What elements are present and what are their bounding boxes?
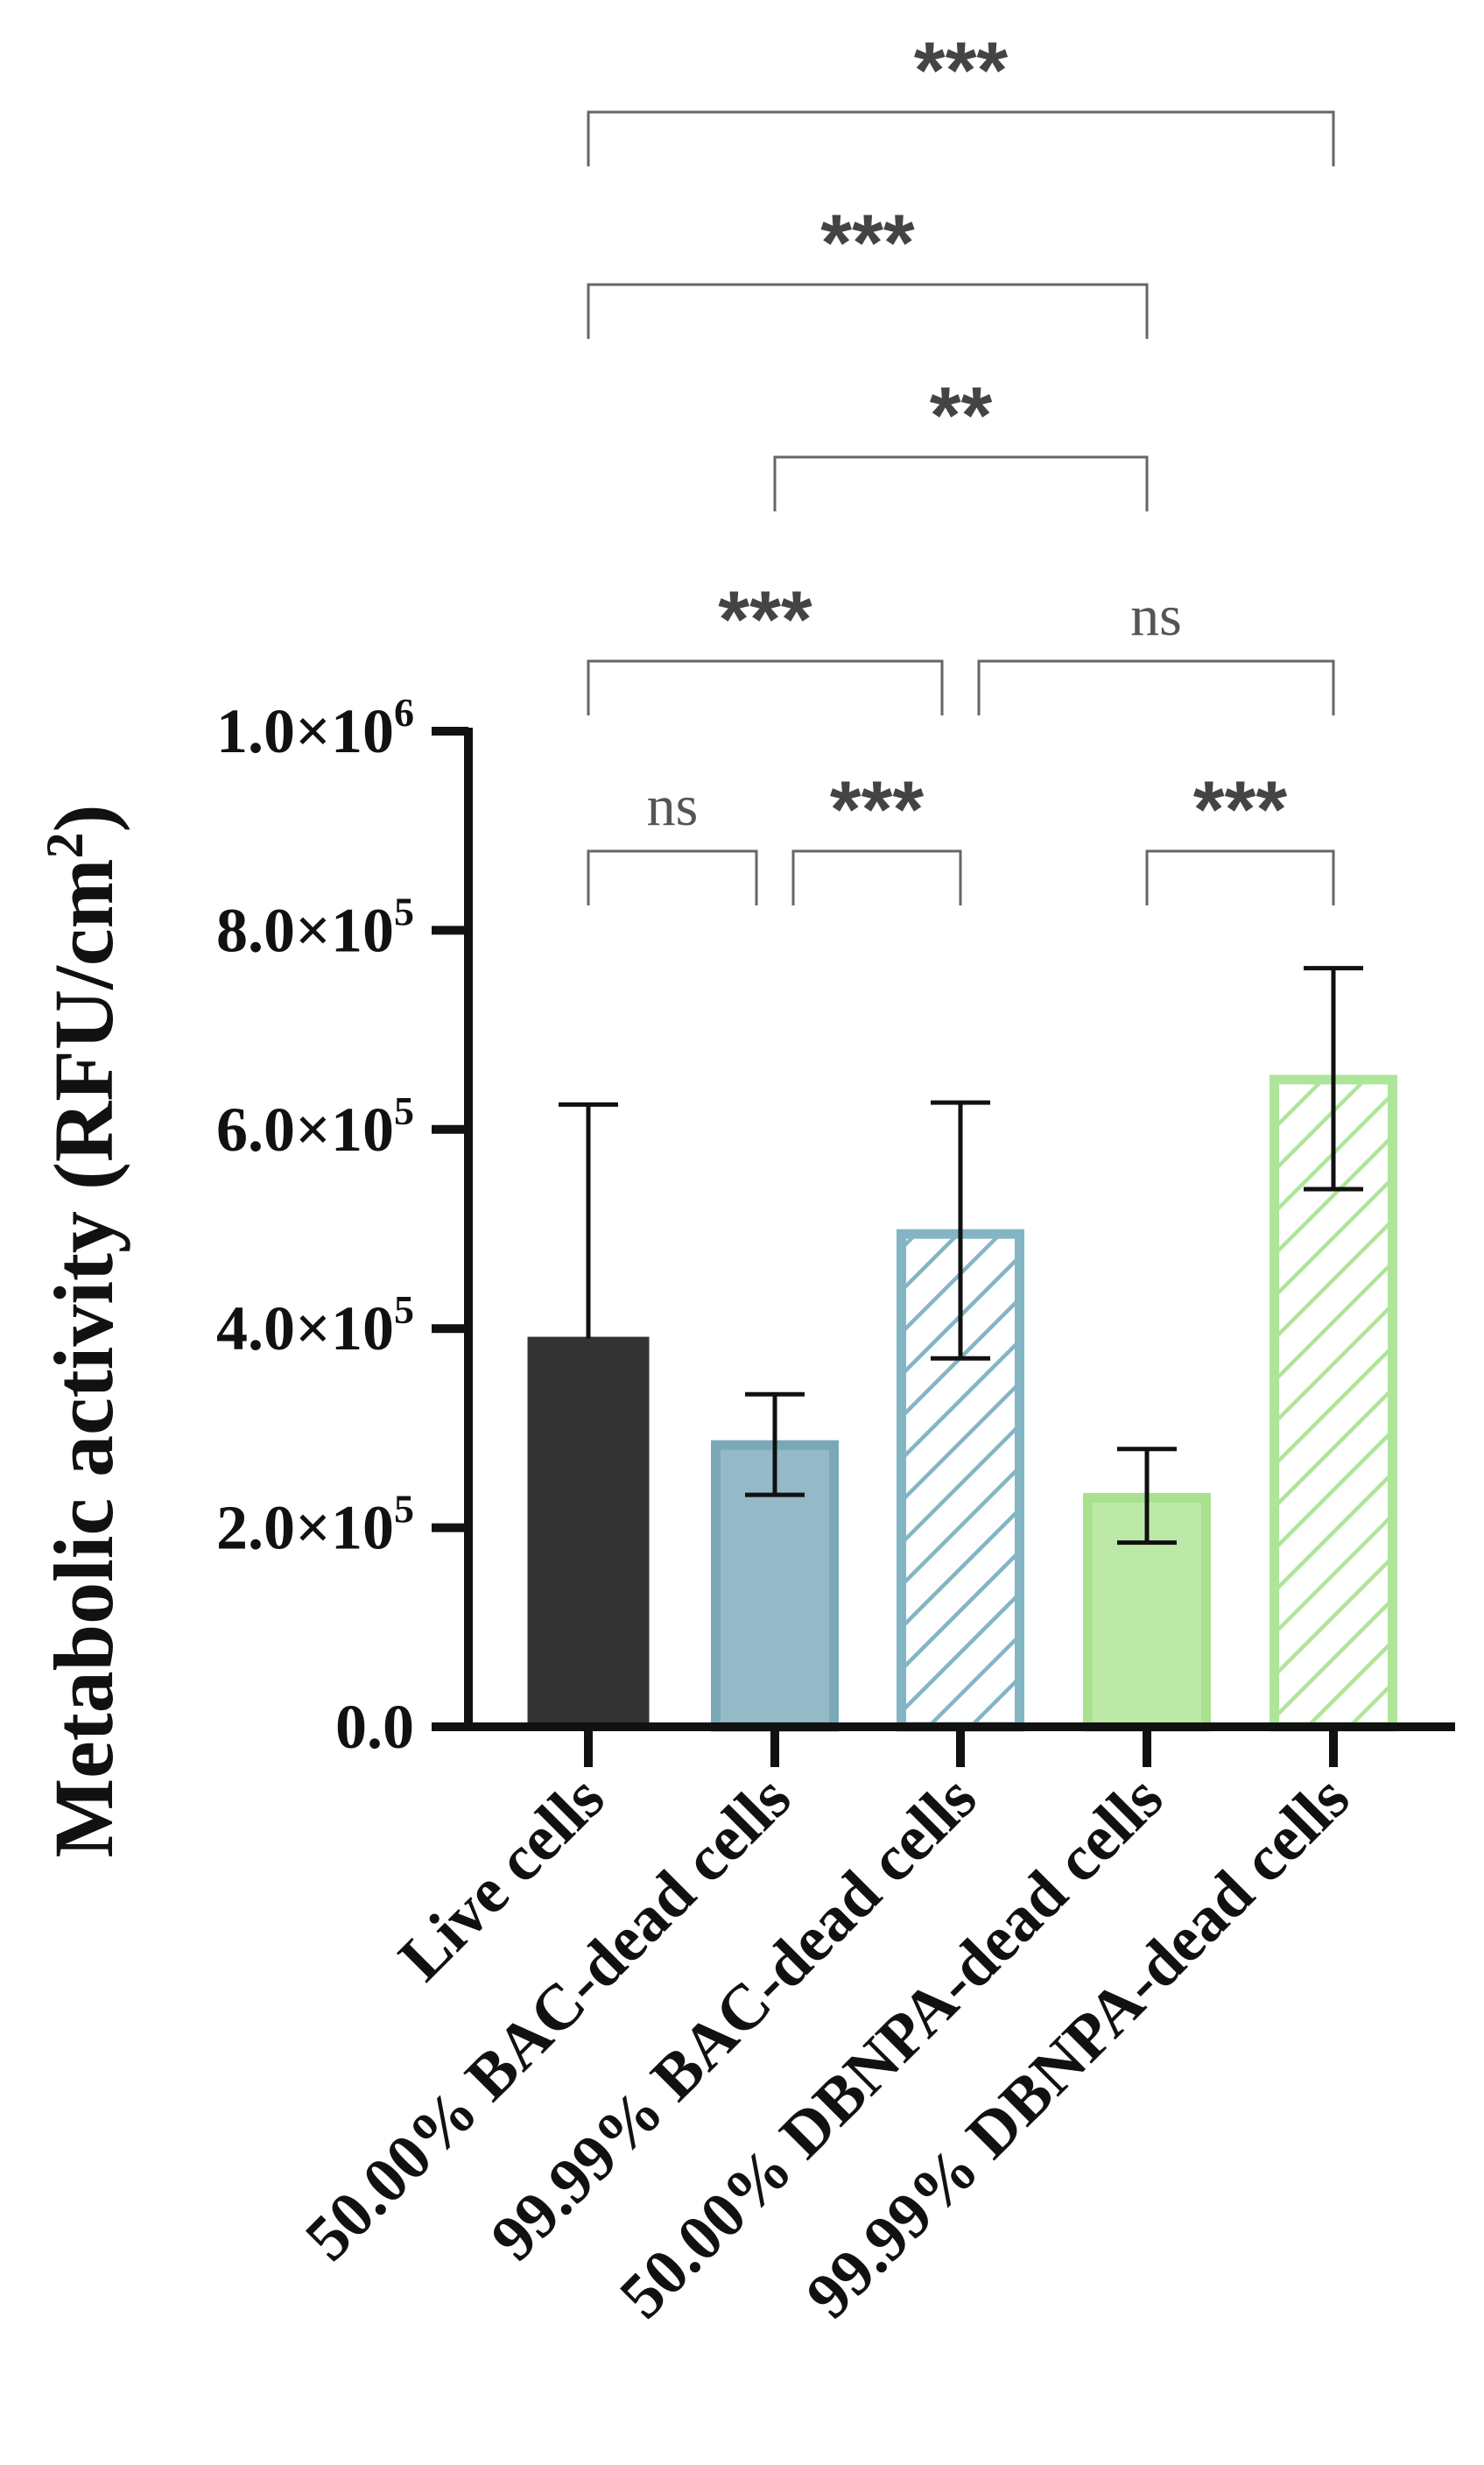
y-tick-label-2: 4.0×105: [216, 1287, 414, 1363]
y-tick-label-3: 6.0×105: [216, 1088, 414, 1165]
significance-label-4: ***: [718, 575, 812, 665]
y-tick-label-4: 8.0×105: [216, 889, 414, 965]
bracket-3: [773, 455, 1149, 511]
y-axis-ticks: 0.0 2.0×105 4.0×105 6.0×105 8.0×105 1.0×106: [216, 690, 468, 1762]
significance-label-1: ***: [914, 26, 1009, 116]
significance-label-8: ***: [1193, 765, 1288, 855]
bar-4: [1083, 1492, 1211, 1732]
axes: [464, 728, 1455, 1767]
significance-label-3: **: [930, 371, 993, 461]
bracket-8: [1145, 849, 1335, 905]
y-tick-label-0: 0.0: [335, 1692, 414, 1762]
y-axis-title-group: Metabolic activity (RFU/cm2): [36, 805, 130, 1858]
bracket-6: [587, 849, 758, 905]
y-tick-label-5: 1.0×106: [216, 690, 414, 766]
significance-label-2: ***: [820, 199, 915, 288]
y-axis-title: Metabolic activity (RFU/cm2): [36, 805, 130, 1858]
bar-1: [527, 1336, 650, 1729]
significance-label-7: ***: [830, 765, 925, 855]
significance-label-6: ns: [647, 774, 699, 838]
bracket-2: [587, 283, 1149, 339]
bracket-4: [587, 659, 944, 715]
significance-label-5: ns: [1130, 584, 1182, 648]
error-bars: [559, 966, 1363, 1546]
bracket-1: [587, 110, 1335, 166]
bracket-7: [791, 849, 962, 905]
y-tick-label-1: 2.0×105: [216, 1487, 414, 1563]
bracket-5: [977, 659, 1335, 715]
